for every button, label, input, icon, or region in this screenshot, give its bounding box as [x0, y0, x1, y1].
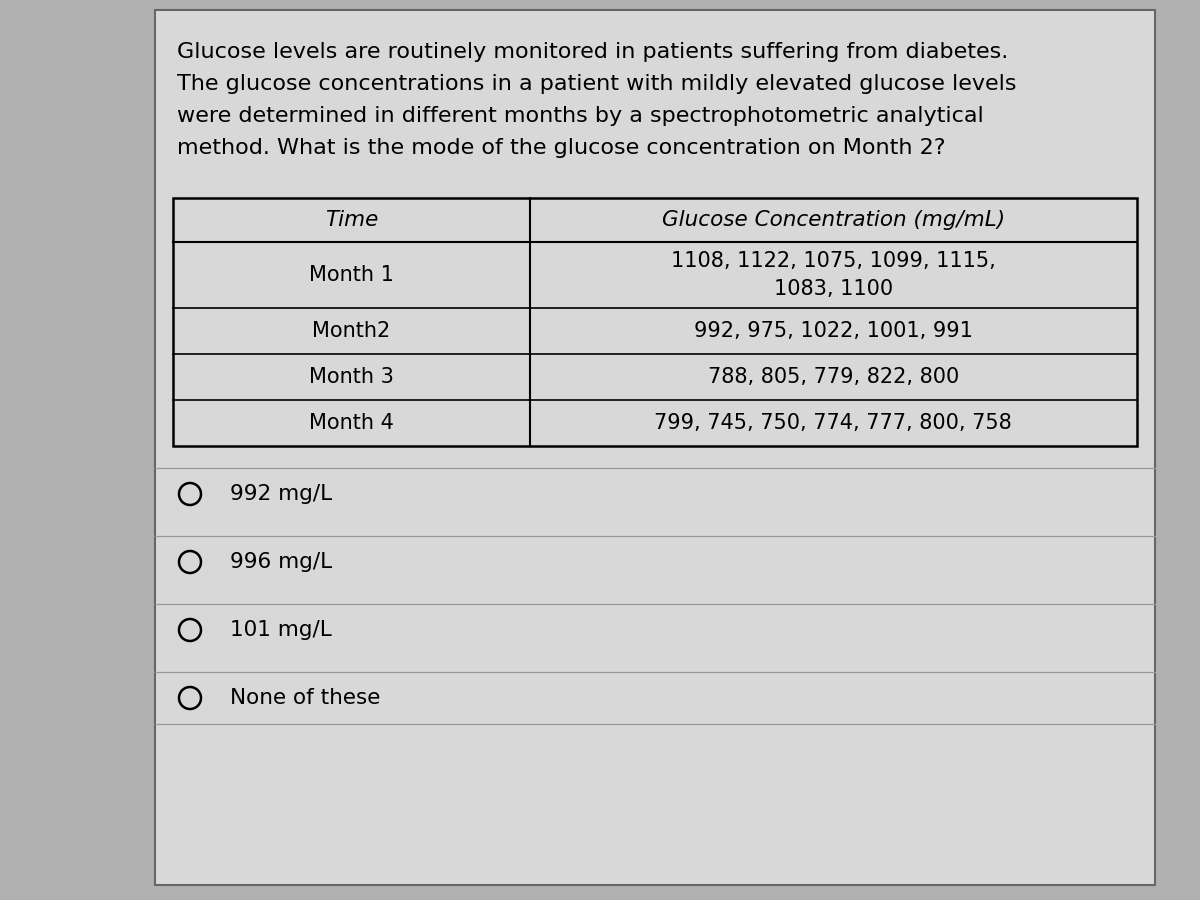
Text: 788, 805, 779, 822, 800: 788, 805, 779, 822, 800	[708, 367, 959, 387]
Text: Month2: Month2	[312, 321, 390, 341]
Text: 1108, 1122, 1075, 1099, 1115,
1083, 1100: 1108, 1122, 1075, 1099, 1115, 1083, 1100	[671, 251, 996, 299]
Text: The glucose concentrations in a patient with mildly elevated glucose levels: The glucose concentrations in a patient …	[178, 74, 1016, 94]
Text: 799, 745, 750, 774, 777, 800, 758: 799, 745, 750, 774, 777, 800, 758	[654, 413, 1013, 433]
Text: were determined in different months by a spectrophotometric analytical: were determined in different months by a…	[178, 106, 984, 126]
Text: Glucose levels are routinely monitored in patients suffering from diabetes.: Glucose levels are routinely monitored i…	[178, 42, 1008, 62]
Text: Month 4: Month 4	[308, 413, 394, 433]
Text: 996 mg/L: 996 mg/L	[230, 552, 332, 572]
Bar	[173, 198, 1138, 446]
Text: 101 mg/L: 101 mg/L	[230, 620, 331, 640]
Text: Month 1: Month 1	[308, 265, 394, 285]
Text: Glucose Concentration (mg/mL): Glucose Concentration (mg/mL)	[661, 210, 1004, 230]
Text: None of these: None of these	[230, 688, 380, 708]
Text: 992 mg/L: 992 mg/L	[230, 484, 332, 504]
Bar	[155, 10, 1154, 885]
Text: 992, 975, 1022, 1001, 991: 992, 975, 1022, 1001, 991	[694, 321, 973, 341]
Text: Time: Time	[325, 210, 378, 230]
Text: method. What is the mode of the glucose concentration on Month 2?: method. What is the mode of the glucose …	[178, 138, 946, 158]
Text: Month 3: Month 3	[308, 367, 394, 387]
